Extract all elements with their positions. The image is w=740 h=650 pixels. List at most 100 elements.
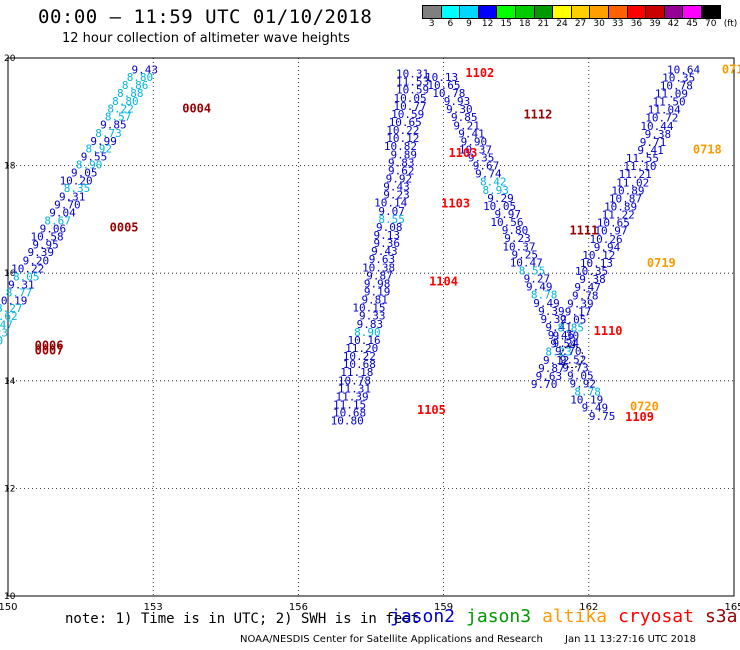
wave-height-value: 10.68	[343, 358, 376, 371]
wave-height-value: 8.86	[122, 79, 149, 92]
x-tick-label: 165	[724, 602, 740, 613]
wave-height-value: 9.62	[388, 164, 415, 177]
plot-frame	[7, 57, 735, 597]
wave-height-value: 11.21	[619, 168, 652, 181]
wave-height-value: 9.17	[565, 305, 592, 318]
wave-height-value: 9.32	[541, 313, 568, 326]
wave-height-value: 9.80	[502, 224, 529, 237]
wave-height-value: 11.55	[626, 152, 659, 165]
wave-height-value: 9.20	[23, 254, 50, 267]
wave-height-value: 8.62	[0, 310, 18, 323]
wave-height-value: 9.35	[468, 152, 495, 165]
wave-height-value: 10.15	[352, 302, 385, 315]
wave-height-value: 8.23	[0, 326, 8, 339]
wave-height-value: 10.22	[343, 350, 376, 363]
x-tick-label: 156	[289, 602, 308, 613]
wave-height-value: 8.35	[64, 182, 91, 195]
pass-time-label: 0007	[35, 344, 64, 358]
wave-height-value: 11.53	[396, 76, 429, 89]
color-scale-label: 39	[649, 19, 661, 29]
wave-height-value: 9.63	[536, 370, 563, 383]
wave-height-value: 9.07	[378, 205, 405, 218]
wave-height-value: 11.31	[338, 382, 371, 395]
track-cryosat: 10.3111.5310.5910.0510.7710.5910.6510.22…	[331, 68, 429, 428]
wave-height-value: 9.87	[366, 269, 393, 282]
wave-height-value: 9.43	[383, 181, 410, 194]
color-scale-label: 70	[704, 19, 717, 29]
footer-note: note: 1) Time is in UTC; 2) SWH is in fe…	[65, 611, 420, 627]
wave-height-value: 9.05	[71, 167, 98, 180]
wave-height-value: 10.65	[389, 116, 422, 129]
wave-height-value: 8.80	[112, 95, 139, 108]
track-jason2: 10.1310.6510.789.939.309.859.219.419.901…	[425, 71, 615, 423]
wave-height-value: 8.90	[354, 326, 381, 339]
wave-height-value: 8.85	[557, 322, 584, 335]
pass-time-label: 0717	[722, 62, 740, 76]
wave-height-value: 9.23	[504, 232, 531, 245]
wave-height-value: 9.89	[390, 148, 417, 161]
color-scale-label: 45	[686, 19, 698, 29]
wave-height-value: 9.90	[461, 135, 488, 148]
wave-height-value: 10.20	[60, 175, 93, 188]
wave-height-value: 8.47	[0, 318, 13, 331]
pass-time-label: 1111	[569, 224, 598, 238]
x-tick-label: 159	[434, 602, 453, 613]
wave-height-value: 9.21	[453, 119, 480, 132]
axis-tick-labels: 150 153 156 159 162 165 10 12 14 16 18 20	[0, 54, 740, 613]
wave-height-value: 11.15	[333, 398, 366, 411]
pass-time-label: 1104	[429, 274, 458, 288]
wave-height-value: 9.04	[49, 206, 76, 219]
y-tick-label: 18	[4, 162, 16, 172]
wave-height-value: 9.49	[526, 281, 553, 294]
wave-height-value: 11.04	[648, 104, 681, 117]
wave-height-value: 10.12	[582, 249, 615, 262]
plot-annotations	[560, 345, 584, 369]
wave-height-value: 11.20	[345, 342, 378, 355]
wave-height-value: 10.22	[11, 262, 44, 275]
wave-height-value: 9.30	[446, 103, 473, 116]
wave-height-value: 8.93	[482, 184, 509, 197]
wave-height-value: 9.74	[475, 168, 502, 181]
wave-height-value: 10.19	[0, 295, 27, 308]
wave-height-value: 8.77	[6, 287, 33, 300]
pass-time-label: 0004	[182, 102, 211, 116]
wave-height-value: 8.22	[107, 103, 134, 116]
wave-height-value: 8.55	[519, 265, 546, 278]
y-tick-label: 20	[4, 54, 16, 64]
wave-height-value: 9.70	[531, 378, 558, 391]
wave-height-value: 10.12	[386, 132, 419, 145]
wave-height-value: 10.78	[338, 374, 371, 387]
pass-time-label: 1110	[594, 324, 623, 338]
wave-height-value: 11.02	[616, 176, 649, 189]
color-scale-label: 3	[428, 19, 435, 29]
pass-time-label: 1103	[441, 196, 470, 210]
wave-height-value: 8.80	[0, 334, 3, 347]
color-scale-label: 15	[500, 19, 512, 29]
x-tick-label: 150	[0, 602, 18, 613]
wave-height-value: 9.92	[570, 377, 597, 390]
wave-height-value: 9.39	[538, 305, 565, 318]
wave-height-value: 9.05	[560, 313, 587, 326]
color-scale-labels: 3 6 9 12 15 18 21 24 27 30 33 36 39 42 45 70 (ft)	[422, 19, 740, 29]
wave-height-value: 9.41	[545, 321, 572, 334]
wave-height-value: 10.37	[502, 240, 535, 253]
wave-height-value: 9.95	[32, 239, 59, 252]
y-tick-label: 12	[4, 484, 15, 494]
wave-height-value: 10.80	[331, 415, 364, 428]
y-tick-label: 16	[4, 269, 16, 279]
pass-time-label: 0718	[693, 142, 722, 156]
wave-height-value: 9.92	[386, 173, 413, 186]
wave-height-value: 9.71	[640, 136, 667, 149]
pass-time-labels: 1102 1112 1103 1103 1111 1104 1105 1110 1109 0717…	[35, 62, 740, 424]
wave-height-value: 9.41	[637, 144, 664, 157]
wave-height-value: 9.29	[487, 192, 514, 205]
wave-height-value: 11.09	[655, 88, 688, 101]
pass-time-label: 0720	[630, 400, 659, 414]
wave-height-value: 8.05	[13, 270, 40, 283]
chart-title: 00:00 – 11:59 UTC 01/10/2018	[38, 6, 373, 28]
wave-height-value: 9.78	[572, 289, 599, 302]
wave-height-value: 9.70	[555, 345, 582, 358]
wave-height-value: 10.59	[396, 84, 429, 97]
wave-height-value: 9.87	[538, 362, 565, 375]
